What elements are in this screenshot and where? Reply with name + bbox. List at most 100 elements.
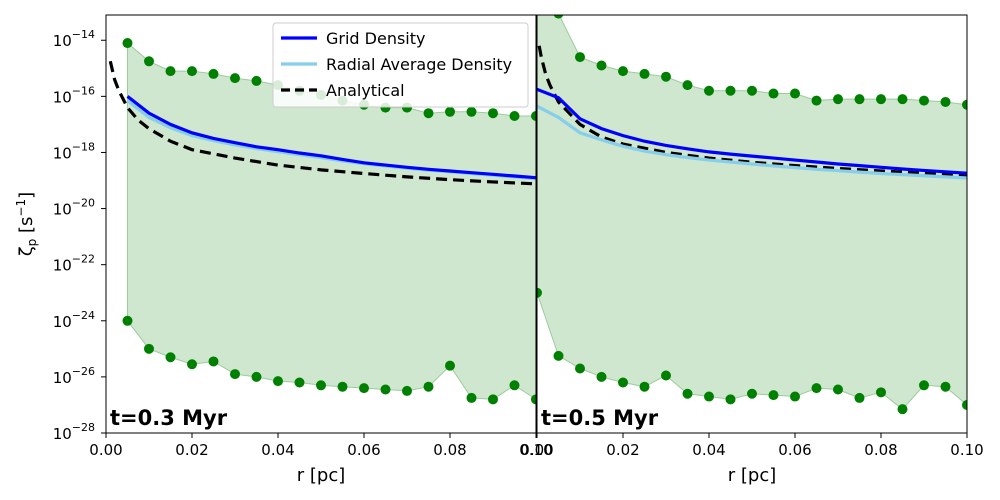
lower-point — [445, 360, 455, 371]
lower-point — [639, 381, 650, 392]
lower-point — [337, 381, 348, 392]
axes-frame — [105, 14, 537, 434]
upper-point — [618, 66, 628, 77]
upper-point — [596, 60, 607, 71]
lower-point — [747, 388, 757, 399]
x-tick-label: 0.02 — [175, 441, 208, 459]
lower-point — [230, 369, 240, 380]
lower-point — [165, 352, 176, 363]
lower-point — [380, 384, 391, 395]
panel-label: t=0.5 Myr — [541, 406, 659, 430]
lower-point — [854, 392, 865, 403]
legend-label: Analytical — [326, 81, 405, 100]
upper-point — [661, 71, 671, 82]
upper-point — [940, 96, 951, 107]
lower-point — [466, 392, 477, 403]
lower-point — [423, 381, 434, 392]
upper-point — [768, 88, 779, 99]
upper-point — [790, 88, 800, 99]
x-axis-title: r [pc] — [297, 465, 346, 486]
lower-point — [790, 391, 800, 402]
x-tick-label: 0.04 — [261, 441, 294, 459]
sample-points — [532, 0, 967, 415]
legend-entry: Analytical — [281, 81, 405, 100]
upper-point — [747, 85, 757, 96]
x-tick-label: 0.06 — [347, 441, 380, 459]
x-tick-label: 0.10 — [519, 441, 552, 459]
lower-point — [833, 384, 843, 395]
upper-point — [575, 52, 585, 63]
upper-point — [423, 108, 434, 119]
lower-point — [488, 394, 498, 405]
panel-left: 0.00 0.02 0.04 0.06 0.08 0.10 10−28 10−26 10−24… — [53, 14, 553, 486]
lower-point — [316, 380, 326, 391]
legend-label: Grid Density — [326, 29, 426, 48]
upper-point — [553, 15, 564, 19]
legend-label: Radial Average Density — [326, 55, 512, 74]
lower-point — [940, 381, 951, 392]
upper-point — [466, 106, 477, 117]
lower-point — [122, 315, 133, 326]
x-axis-ticks: 0.00 0.02 0.04 0.06 0.08 0.10 — [89, 433, 553, 459]
lower-point — [704, 391, 714, 402]
upper-point — [187, 66, 197, 77]
radial-average-curve — [537, 104, 967, 180]
upper-point — [639, 68, 650, 79]
x-tick-label: 0.00 — [520, 441, 553, 459]
upper-point — [962, 99, 967, 110]
lower-point — [553, 350, 564, 361]
lower-point — [575, 363, 585, 374]
lower-point — [768, 390, 779, 401]
lower-point — [919, 380, 929, 391]
y-tick-label: 10−24 — [53, 309, 95, 331]
y-axis-ticks: 10−28 10−26 10−24 10−22 10−20 10−18 10−16 10−14 — [53, 28, 106, 443]
upper-point — [165, 66, 176, 77]
lower-point — [251, 371, 262, 382]
lower-point — [897, 404, 908, 415]
y-tick-label: 10−22 — [53, 253, 95, 275]
lower-point — [962, 399, 967, 410]
analytical-curve — [537, 45, 967, 178]
panel-right: 0.00 0.02 0.04 0.06 0.08 0.10 t=0.5 Myr r [pc… — [520, 0, 984, 486]
legend-box — [272, 22, 529, 108]
lower-point — [618, 377, 628, 388]
lower-point — [682, 388, 693, 399]
lower-point — [596, 371, 607, 382]
lower-point — [144, 343, 154, 354]
upper-point — [531, 110, 536, 121]
lower-point — [661, 370, 671, 381]
band-fill — [127, 41, 536, 400]
grid-density-curve — [126, 95, 536, 180]
x-axis-title: r [pc] — [728, 465, 777, 486]
y-tick-label: 10−28 — [53, 421, 95, 443]
upper-point — [509, 110, 520, 121]
x-axis-ticks: 0.00 0.02 0.04 0.06 0.08 0.10 — [520, 433, 984, 459]
upper-point — [833, 94, 843, 105]
upper-point — [532, 0, 542, 3]
upper-point — [122, 38, 133, 49]
lower-point — [208, 356, 219, 367]
y-tick-label: 10−26 — [53, 365, 95, 387]
upper-point — [208, 68, 219, 79]
x-tick-label: 0.10 — [950, 441, 983, 459]
upper-point — [811, 95, 822, 106]
axes-frame — [536, 14, 968, 434]
lower-point — [509, 380, 520, 391]
lower-point — [876, 387, 886, 398]
upper-point — [251, 75, 262, 86]
y-tick-label: 10−20 — [53, 197, 95, 219]
lower-point — [359, 383, 369, 394]
lower-point — [725, 394, 736, 405]
lower-point — [402, 385, 412, 396]
panel-label: t=0.3 Myr — [110, 406, 228, 430]
x-tick-label: 0.08 — [433, 441, 466, 459]
x-tick-label: 0.02 — [606, 441, 639, 459]
legend-entry: Radial Average Density — [281, 55, 512, 74]
upper-point — [682, 80, 693, 91]
lower-point — [273, 376, 283, 387]
upper-point — [230, 73, 240, 84]
legend: Grid Density Radial Average Density Anal… — [272, 22, 529, 108]
upper-point — [704, 85, 714, 96]
lower-point — [537, 287, 542, 298]
